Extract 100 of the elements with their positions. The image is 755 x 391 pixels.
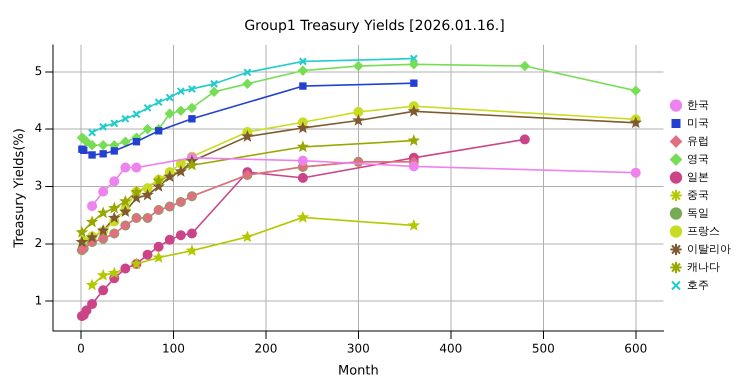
point xyxy=(98,140,108,150)
point xyxy=(164,234,175,245)
point xyxy=(408,59,419,70)
point xyxy=(88,151,96,159)
point xyxy=(353,106,364,117)
point xyxy=(110,119,118,128)
y-tick-label: 1 xyxy=(34,293,42,308)
point xyxy=(520,134,530,144)
point xyxy=(298,66,308,76)
legend-label: 호주 xyxy=(687,278,709,292)
point xyxy=(174,165,188,177)
point xyxy=(143,104,152,112)
point xyxy=(630,86,641,96)
point xyxy=(188,115,196,122)
point xyxy=(76,236,88,248)
point xyxy=(120,263,130,274)
point xyxy=(241,130,254,142)
point xyxy=(298,156,308,166)
point xyxy=(99,150,107,158)
point xyxy=(121,114,130,123)
point xyxy=(186,102,197,113)
point xyxy=(88,128,96,137)
point xyxy=(408,104,420,117)
x-tick-label: 0 xyxy=(77,341,85,356)
point xyxy=(630,168,641,178)
point xyxy=(141,188,154,200)
point xyxy=(142,124,153,134)
point xyxy=(520,61,530,72)
legend-label: 중국 xyxy=(687,188,709,202)
point xyxy=(87,299,98,310)
point xyxy=(243,68,252,77)
point xyxy=(119,194,132,207)
point xyxy=(241,230,254,242)
point xyxy=(186,158,198,171)
y-tick-label: 5 xyxy=(34,64,42,78)
point xyxy=(186,228,197,238)
point xyxy=(96,268,110,281)
point xyxy=(96,206,110,218)
point xyxy=(209,86,220,97)
x-tick-label: 100 xyxy=(162,341,185,356)
point xyxy=(630,116,642,128)
point xyxy=(408,218,420,231)
legend-label: 캐나다 xyxy=(687,260,720,274)
point xyxy=(108,202,120,214)
point xyxy=(176,230,186,240)
point xyxy=(142,250,153,260)
chart-title: Group1 Treasury Yields [2026.01.16.] xyxy=(244,18,505,34)
point xyxy=(98,186,108,197)
point xyxy=(298,172,308,183)
point xyxy=(120,136,130,147)
point xyxy=(119,205,132,217)
legend-label: 유럽 xyxy=(687,134,709,148)
point xyxy=(86,278,98,290)
point xyxy=(82,136,92,147)
point xyxy=(152,251,165,263)
point xyxy=(132,110,141,118)
point xyxy=(210,80,218,88)
x-tick-label: 300 xyxy=(346,341,370,356)
point xyxy=(76,226,88,238)
point xyxy=(108,212,120,224)
x-tick-label: 400 xyxy=(439,341,462,356)
x-tick-label: 200 xyxy=(254,341,278,356)
point xyxy=(132,138,140,146)
point xyxy=(166,93,174,102)
point xyxy=(188,84,196,94)
point xyxy=(154,127,162,135)
point xyxy=(120,162,130,173)
point xyxy=(142,183,153,194)
x-tick-label: 600 xyxy=(624,341,648,356)
point xyxy=(296,121,310,134)
point xyxy=(299,82,307,90)
point xyxy=(242,78,252,89)
point xyxy=(352,114,365,126)
legend-label: 영국 xyxy=(687,152,709,166)
point xyxy=(131,162,142,173)
point xyxy=(164,108,175,119)
point xyxy=(408,134,420,146)
y-tick-label: 3 xyxy=(34,178,42,193)
point xyxy=(86,216,98,228)
point xyxy=(109,176,120,186)
point xyxy=(296,210,310,223)
point xyxy=(353,61,364,72)
y-tick-label: 2 xyxy=(34,236,42,250)
point xyxy=(98,285,108,296)
point xyxy=(408,161,419,172)
point xyxy=(82,305,92,316)
point xyxy=(410,80,418,87)
legend-label: 한국 xyxy=(687,98,709,112)
point xyxy=(87,200,98,211)
point xyxy=(154,242,164,252)
legend-label: 일본 xyxy=(687,170,709,184)
legend-label: 프랑스 xyxy=(687,224,720,238)
point xyxy=(176,87,186,96)
x-tick-label: 500 xyxy=(532,341,555,356)
point xyxy=(176,106,186,116)
y-tick-label: 4 xyxy=(34,121,42,136)
point xyxy=(186,244,198,256)
point xyxy=(108,266,120,278)
point xyxy=(98,122,108,131)
point xyxy=(164,170,176,182)
